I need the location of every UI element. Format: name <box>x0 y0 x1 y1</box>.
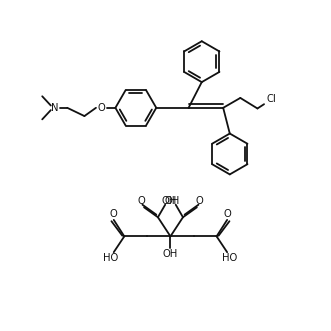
Text: OH: OH <box>164 196 179 206</box>
Text: Cl: Cl <box>266 94 276 104</box>
Text: O: O <box>196 196 204 206</box>
Text: HO: HO <box>222 253 237 263</box>
Text: N: N <box>51 103 59 113</box>
Text: HO: HO <box>104 253 119 263</box>
Text: OH: OH <box>163 250 178 260</box>
Text: O: O <box>110 209 118 219</box>
Text: O: O <box>98 103 106 113</box>
Text: OH: OH <box>162 196 177 206</box>
Text: O: O <box>137 196 145 206</box>
Text: O: O <box>224 209 231 219</box>
